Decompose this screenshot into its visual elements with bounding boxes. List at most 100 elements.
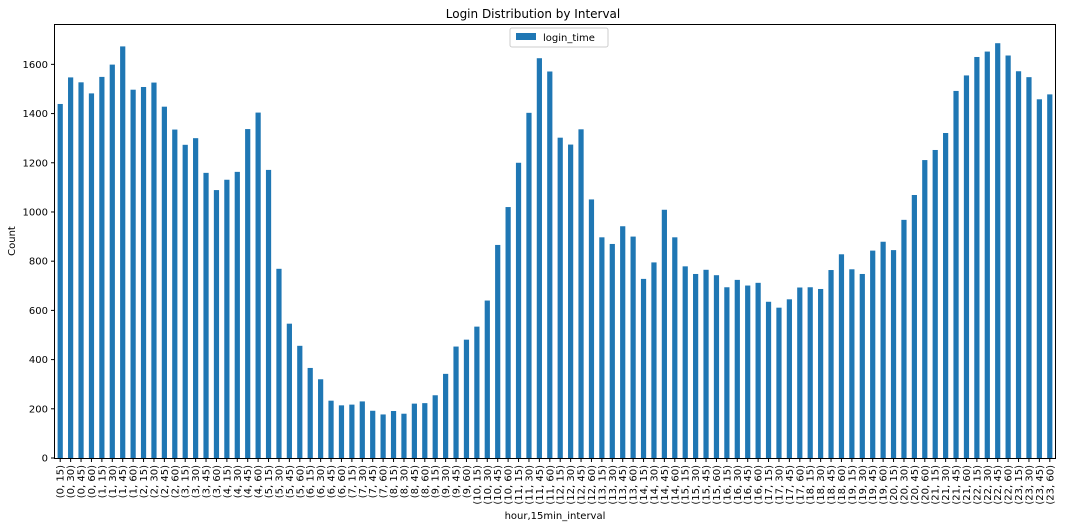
bar — [297, 345, 303, 458]
bar — [995, 43, 1001, 458]
x-axis-title: hour,15min_interval — [505, 511, 606, 522]
x-tick-label: (8, 30) — [399, 465, 410, 498]
x-tick-label: (11, 30) — [524, 465, 535, 505]
x-tick-label: (19, 30) — [858, 465, 869, 505]
bar — [88, 93, 95, 458]
x-tick-label: (22, 45) — [993, 465, 1004, 505]
x-tick-label: (14, 30) — [649, 465, 660, 505]
bar — [193, 138, 199, 458]
bar — [390, 411, 397, 458]
bar — [526, 112, 532, 459]
x-tick-label: (11, 45) — [535, 465, 546, 505]
x-tick-label: (4, 60) — [254, 465, 265, 498]
bar — [245, 129, 251, 458]
x-tick-label: (14, 45) — [660, 465, 671, 505]
x-tick-label: (23, 45) — [1035, 465, 1046, 505]
x-tick-label: (1, 30) — [108, 465, 119, 498]
x-tick-label: (20, 30) — [899, 465, 910, 505]
bar — [849, 269, 855, 458]
bar — [182, 144, 188, 459]
x-tick-label: (18, 15) — [806, 465, 817, 505]
x-tick-label: (0, 45) — [77, 465, 88, 498]
x-tick-label: (17, 60) — [795, 465, 806, 505]
x-tick-label: (6, 15) — [306, 465, 317, 498]
bar — [765, 301, 772, 458]
x-tick-label: (9, 45) — [452, 465, 463, 498]
bar — [1036, 99, 1042, 459]
y-tick-label: 600 — [29, 306, 48, 317]
x-tick-label: (10, 30) — [483, 465, 494, 505]
bar — [1047, 94, 1053, 458]
x-tick-label: (7, 45) — [368, 465, 379, 498]
x-tick-label: (9, 30) — [441, 465, 452, 498]
bar — [911, 195, 917, 458]
x-tick-label: (13, 60) — [629, 465, 640, 505]
bar — [682, 266, 688, 458]
bar — [474, 326, 480, 458]
bar — [932, 149, 938, 458]
bar — [307, 367, 313, 458]
bar — [411, 403, 417, 458]
x-tick-label: (16, 15) — [722, 465, 733, 505]
x-tick-label: (21, 60) — [962, 465, 973, 505]
bar — [640, 278, 647, 458]
x-tick-label: (6, 45) — [327, 465, 338, 498]
x-tick-label: (23, 30) — [1024, 465, 1035, 505]
x-tick-label: (13, 30) — [608, 465, 619, 505]
bar — [161, 106, 167, 459]
bar — [588, 199, 595, 458]
x-tick-label: (2, 45) — [160, 465, 171, 498]
bar — [870, 250, 876, 458]
x-tick-label: (6, 30) — [316, 465, 327, 498]
x-tick-label: (15, 60) — [712, 465, 723, 505]
bars — [57, 43, 1053, 459]
x-tick-label: (22, 15) — [972, 465, 983, 505]
bar — [338, 405, 345, 458]
bar — [78, 82, 84, 458]
x-tick-label: (18, 45) — [827, 465, 838, 505]
x-tick-label: (2, 30) — [149, 465, 160, 498]
bar — [974, 56, 980, 458]
x-tick-label: (3, 60) — [212, 465, 223, 498]
x-tick-label: (5, 60) — [295, 465, 306, 498]
bar — [672, 237, 678, 458]
x-tick-label: (15, 30) — [691, 465, 702, 505]
bar — [776, 307, 782, 458]
legend-box — [509, 27, 609, 48]
bar — [755, 282, 761, 458]
bar — [838, 254, 845, 458]
bar — [1026, 77, 1032, 459]
x-tick-label: (16, 30) — [733, 465, 744, 505]
x-tick-label: (5, 15) — [264, 465, 275, 498]
bar — [901, 219, 907, 458]
bar — [536, 58, 542, 458]
x-tick-label: (1, 15) — [97, 465, 108, 498]
bar — [401, 413, 407, 458]
y-tick-label: 1600 — [23, 60, 48, 71]
bar — [109, 64, 115, 459]
x-tick-label: (21, 30) — [941, 465, 952, 505]
x-tick-label: (2, 60) — [170, 465, 181, 498]
bar — [265, 169, 272, 458]
x-tick-label: (12, 60) — [587, 465, 598, 505]
bar — [505, 207, 511, 458]
x-tick-label: (4, 30) — [233, 465, 244, 498]
bar — [984, 51, 990, 458]
y-tick-label: 1000 — [23, 207, 48, 218]
legend-label: login_time — [543, 33, 595, 44]
y-tick-label: 400 — [29, 355, 48, 366]
bar — [724, 287, 730, 458]
x-tick-label: (10, 45) — [493, 465, 504, 505]
x-tick-label: (3, 15) — [181, 465, 192, 498]
x-tick-label: (0, 60) — [87, 465, 98, 498]
x-tick-label: (4, 15) — [222, 465, 233, 498]
bar — [661, 209, 667, 458]
bar — [57, 103, 63, 458]
bar — [734, 279, 740, 458]
x-tick-label: (12, 30) — [566, 465, 577, 505]
bar — [453, 346, 459, 458]
bar — [99, 76, 105, 458]
bar — [255, 112, 261, 458]
x-tick-label: (20, 45) — [910, 465, 921, 505]
